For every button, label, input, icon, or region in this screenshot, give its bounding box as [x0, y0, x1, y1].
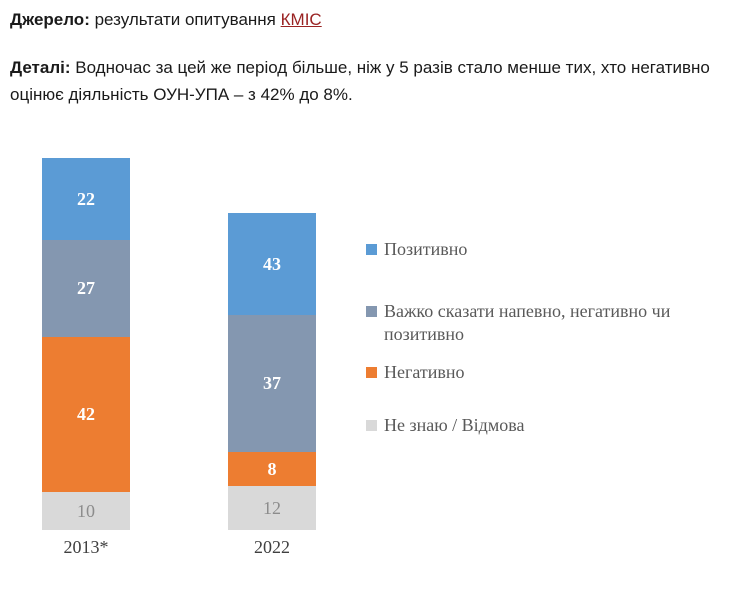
bar-segment-2022-3: 8	[228, 452, 316, 486]
category-label-2022: 2022	[254, 537, 290, 557]
segment-value-label: 43	[263, 253, 281, 274]
legend-label: Позитивно	[384, 239, 468, 259]
bar-segment-2013-1: 22	[42, 158, 130, 240]
legend-marker	[366, 420, 377, 431]
segment-value-label: 37	[263, 373, 281, 393]
segment-value-label: 8	[267, 458, 277, 479]
bar-segment-2022-2: 37	[228, 315, 316, 452]
bar-segment-2013-4: 10	[42, 492, 130, 530]
legend-marker	[366, 367, 377, 378]
bar-segment-2013-2: 27	[42, 240, 130, 337]
segment-value-label: 12	[263, 497, 281, 518]
source-text: результати опитування	[89, 10, 281, 29]
segment-value-label: 22	[77, 188, 95, 209]
bar-segment-2022-1: 43	[228, 213, 316, 315]
bar-segment-2022-4: 12	[228, 486, 316, 530]
segment-value-label: 27	[77, 278, 95, 298]
stacked-bar-chart: 22 27 42 10 43 37 8 12 2013* 2022 Позитивно Важ…	[0, 140, 752, 590]
segment-value-label: 10	[77, 500, 95, 521]
legend-label: Негативно	[384, 362, 465, 382]
category-label-2013: 2013*	[63, 537, 109, 557]
details-text: Водночас за цей же період більше, ніж у …	[10, 58, 710, 104]
bar-column-2013: 22 27 42 10	[42, 158, 130, 530]
legend-item-2: Важко сказати напевно, негативно чи пози…	[366, 300, 719, 346]
legend-label: Не знаю / Відмова	[384, 415, 525, 435]
bar-column-2022: 43 37 8 12	[228, 213, 316, 530]
segment-value-label: 42	[77, 404, 95, 424]
legend-label: Важко сказати напевно, негативно чи пози…	[384, 301, 671, 344]
source-line: Джерело: результати опитування КМІС	[10, 6, 322, 33]
legend-item-1: Позитивно	[366, 238, 467, 261]
legend-item-4: Не знаю / Відмова	[366, 414, 524, 437]
legend-marker	[366, 244, 377, 255]
source-link-kmis[interactable]: КМІС	[280, 10, 322, 29]
bar-segment-2013-3: 42	[42, 337, 130, 492]
source-label: Джерело:	[10, 10, 90, 29]
legend-marker	[366, 306, 377, 317]
details-label: Деталі:	[10, 58, 71, 77]
details-line: Деталі: Водночас за цей же період більше…	[10, 54, 710, 108]
legend-item-3: Негативно	[366, 361, 465, 384]
